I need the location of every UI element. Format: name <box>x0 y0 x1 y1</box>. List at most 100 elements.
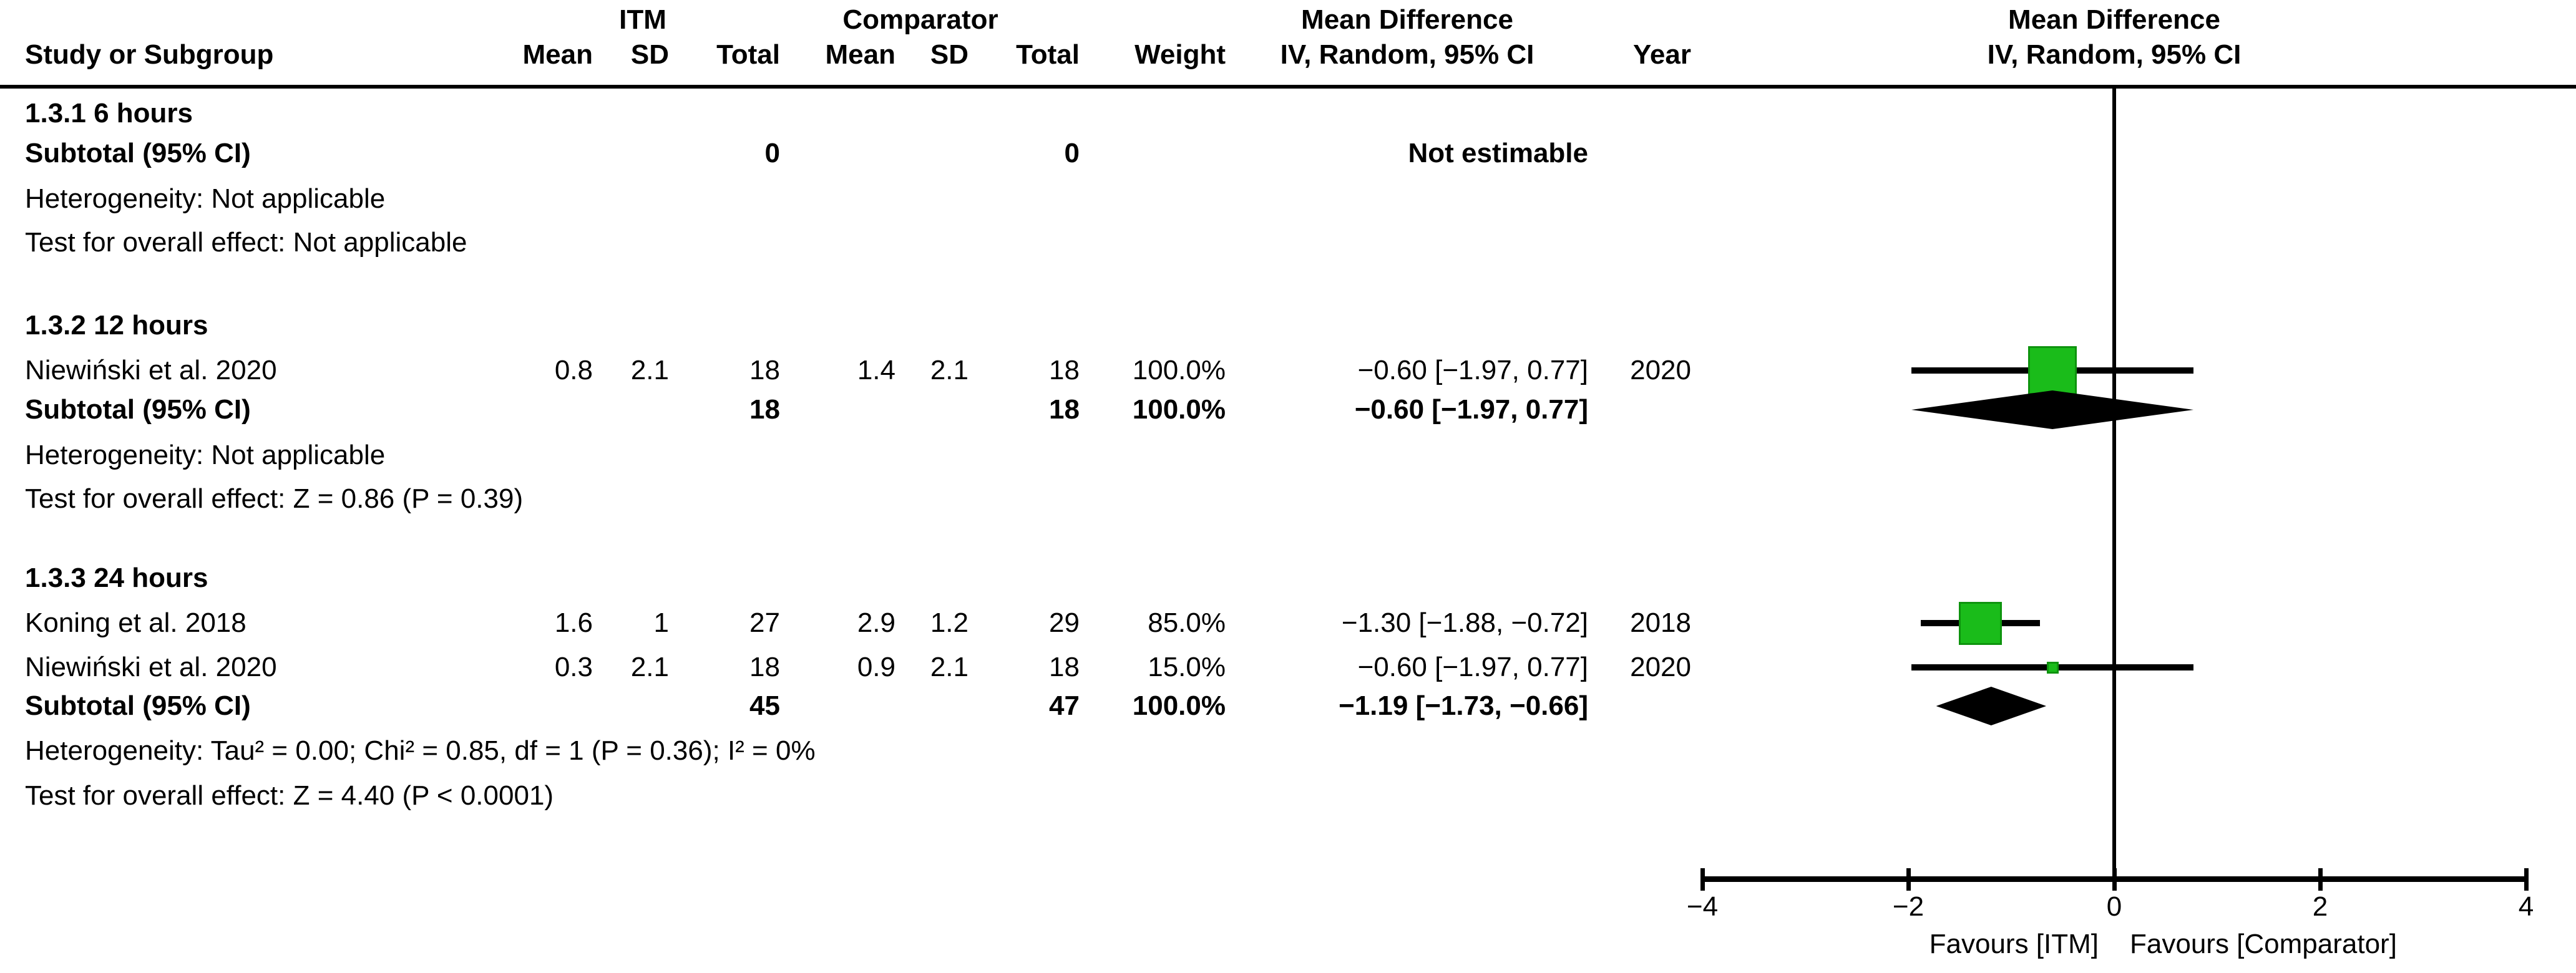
group-header-itm: ITM <box>619 4 666 35</box>
comp-sd: 2.1 <box>930 355 968 385</box>
column-header-total-itm: Total <box>716 39 780 70</box>
study-ci: −0.60 [−1.97, 0.77] <box>1357 652 1588 682</box>
x-axis-tick <box>2524 868 2529 891</box>
study-name: Niewiński et al. 2020 <box>25 355 277 385</box>
section-title-label: 1.3.3 24 hours <box>25 563 208 593</box>
favours-right-label: Favours [Comparator] <box>2130 929 2397 959</box>
section-title-label: 1.3.2 12 hours <box>25 310 208 341</box>
itm-mean: 0.8 <box>554 355 593 385</box>
header-column-row: Study or Subgroup Mean SD Total Mean SD … <box>0 39 2576 71</box>
subtotal-comp-total: 18 <box>1049 394 1080 425</box>
study-weight: 100.0% <box>1132 355 1226 385</box>
axis-legend-row: Favours [ITM] Favours [Comparator] <box>0 928 2576 961</box>
subtotal-weight: 100.0% <box>1132 690 1226 721</box>
comp-mean: 1.4 <box>857 355 895 385</box>
comp-sd: 1.2 <box>930 608 968 638</box>
header-rule <box>0 85 2576 89</box>
subtotal-ci: −0.60 [−1.97, 0.77] <box>1354 394 1588 425</box>
group-header-comparator: Comparator <box>842 4 998 35</box>
subtotal-weight: 100.0% <box>1132 394 1226 425</box>
study-name: Koning et al. 2018 <box>25 608 246 638</box>
group-header-mean-difference-right: Mean Difference <box>2008 4 2220 35</box>
x-axis-tick-label: −4 <box>1686 891 1719 922</box>
section-title: 1.3.2 12 hours <box>0 309 2576 342</box>
overall-effect-line: Test for overall effect: Not applicable <box>0 226 2576 259</box>
x-axis-tick-label: 2 <box>2312 891 2328 922</box>
column-header-mean-itm: Mean <box>522 39 593 70</box>
overall-effect-line: Test for overall effect: Z = 0.86 (P = 0… <box>0 483 2576 515</box>
zero-effect-line <box>2112 88 2116 879</box>
group-header-mean-difference-left: Mean Difference <box>1301 4 1513 35</box>
study-row: Niewiński et al. 2020 0.3 2.1 18 0.9 2.1… <box>0 651 2576 684</box>
x-axis-tick-label: −2 <box>1892 891 1925 922</box>
itm-mean: 1.6 <box>554 608 593 638</box>
favours-left-label: Favours [ITM] <box>1929 929 2099 959</box>
comp-total: 29 <box>1049 608 1080 638</box>
x-axis-tick <box>1700 868 1705 891</box>
heterogeneity-text: Heterogeneity: Not applicable <box>25 183 386 214</box>
study-weight: 15.0% <box>1148 652 1226 682</box>
comp-total: 18 <box>1049 355 1080 385</box>
comp-total: 18 <box>1049 652 1080 682</box>
study-year: 2020 <box>1630 652 1691 682</box>
point-estimate-square <box>2046 661 2059 674</box>
section-title: 1.3.3 24 hours <box>0 562 2576 594</box>
x-axis-tick <box>2318 868 2323 891</box>
heterogeneity-text: Heterogeneity: Tau² = 0.00; Chi² = 0.85,… <box>25 735 816 766</box>
subtotal-comp-total: 0 <box>1064 138 1080 168</box>
column-header-sd-itm: SD <box>630 39 669 70</box>
column-header-weight: Weight <box>1134 39 1226 70</box>
study-weight: 85.0% <box>1148 608 1226 638</box>
subtotal-itm-total: 45 <box>749 690 780 721</box>
heterogeneity-line: Heterogeneity: Tau² = 0.00; Chi² = 0.85,… <box>0 735 2576 767</box>
comp-mean: 0.9 <box>857 652 895 682</box>
x-axis-tick-label: 4 <box>2518 891 2534 922</box>
section-title: 1.3.1 6 hours <box>0 97 2576 130</box>
itm-sd: 1 <box>653 608 669 638</box>
itm-total: 18 <box>749 652 780 682</box>
point-estimate-square <box>1959 601 2002 645</box>
itm-total: 27 <box>749 608 780 638</box>
heterogeneity-line: Heterogeneity: Not applicable <box>0 439 2576 472</box>
itm-total: 18 <box>749 355 780 385</box>
itm-mean: 0.3 <box>554 652 593 682</box>
study-ci: −1.30 [−1.88, −0.72] <box>1341 608 1588 638</box>
study-year: 2020 <box>1630 355 1691 385</box>
itm-sd: 2.1 <box>630 355 669 385</box>
heterogeneity-line: Heterogeneity: Not applicable <box>0 183 2576 215</box>
overall-effect-text: Test for overall effect: Not applicable <box>25 227 467 258</box>
overall-effect-line: Test for overall effect: Z = 4.40 (P < 0… <box>0 780 2576 812</box>
comp-mean: 2.9 <box>857 608 895 638</box>
column-header-sd-comp: SD <box>930 39 968 70</box>
x-axis-tick <box>2112 868 2117 891</box>
overall-effect-text: Test for overall effect: Z = 0.86 (P = 0… <box>25 483 524 514</box>
section-title-label: 1.3.1 6 hours <box>25 98 193 128</box>
subtotal-row: Subtotal (95% CI) 45 47 100.0% −1.19 [−1… <box>0 690 2576 722</box>
study-row: Koning et al. 2018 1.6 1 27 2.9 1.2 29 8… <box>0 607 2576 639</box>
plot-header-ci: IV, Random, 95% CI <box>1987 39 2242 70</box>
point-estimate-square <box>2028 346 2077 395</box>
subtotal-comp-total: 47 <box>1049 690 1080 721</box>
header-group-row: ITM Comparator Mean Difference Mean Diff… <box>0 4 2576 36</box>
column-header-mean-comp: Mean <box>825 39 895 70</box>
study-name: Niewiński et al. 2020 <box>25 652 277 682</box>
column-header-study: Study or Subgroup <box>25 39 274 70</box>
subtotal-row: Subtotal (95% CI) 0 0 Not estimable <box>0 137 2576 170</box>
study-ci: −0.60 [−1.97, 0.77] <box>1357 355 1588 385</box>
heterogeneity-text: Heterogeneity: Not applicable <box>25 440 386 470</box>
x-axis-tick <box>1906 868 1911 891</box>
subtotal-label: Subtotal (95% CI) <box>25 690 251 721</box>
column-header-year: Year <box>1633 39 1691 70</box>
column-header-ci: IV, Random, 95% CI <box>1280 39 1534 70</box>
subtotal-label: Subtotal (95% CI) <box>25 394 251 425</box>
overall-effect-text: Test for overall effect: Z = 4.40 (P < 0… <box>25 780 554 811</box>
subtotal-itm-total: 18 <box>749 394 780 425</box>
subtotal-ci: Not estimable <box>1408 138 1588 168</box>
comp-sd: 2.1 <box>930 652 968 682</box>
x-axis-tick-label: 0 <box>2106 891 2122 922</box>
subtotal-row: Subtotal (95% CI) 18 18 100.0% −0.60 [−1… <box>0 394 2576 426</box>
subtotal-label: Subtotal (95% CI) <box>25 138 251 168</box>
itm-sd: 2.1 <box>630 652 669 682</box>
subtotal-itm-total: 0 <box>764 138 780 168</box>
